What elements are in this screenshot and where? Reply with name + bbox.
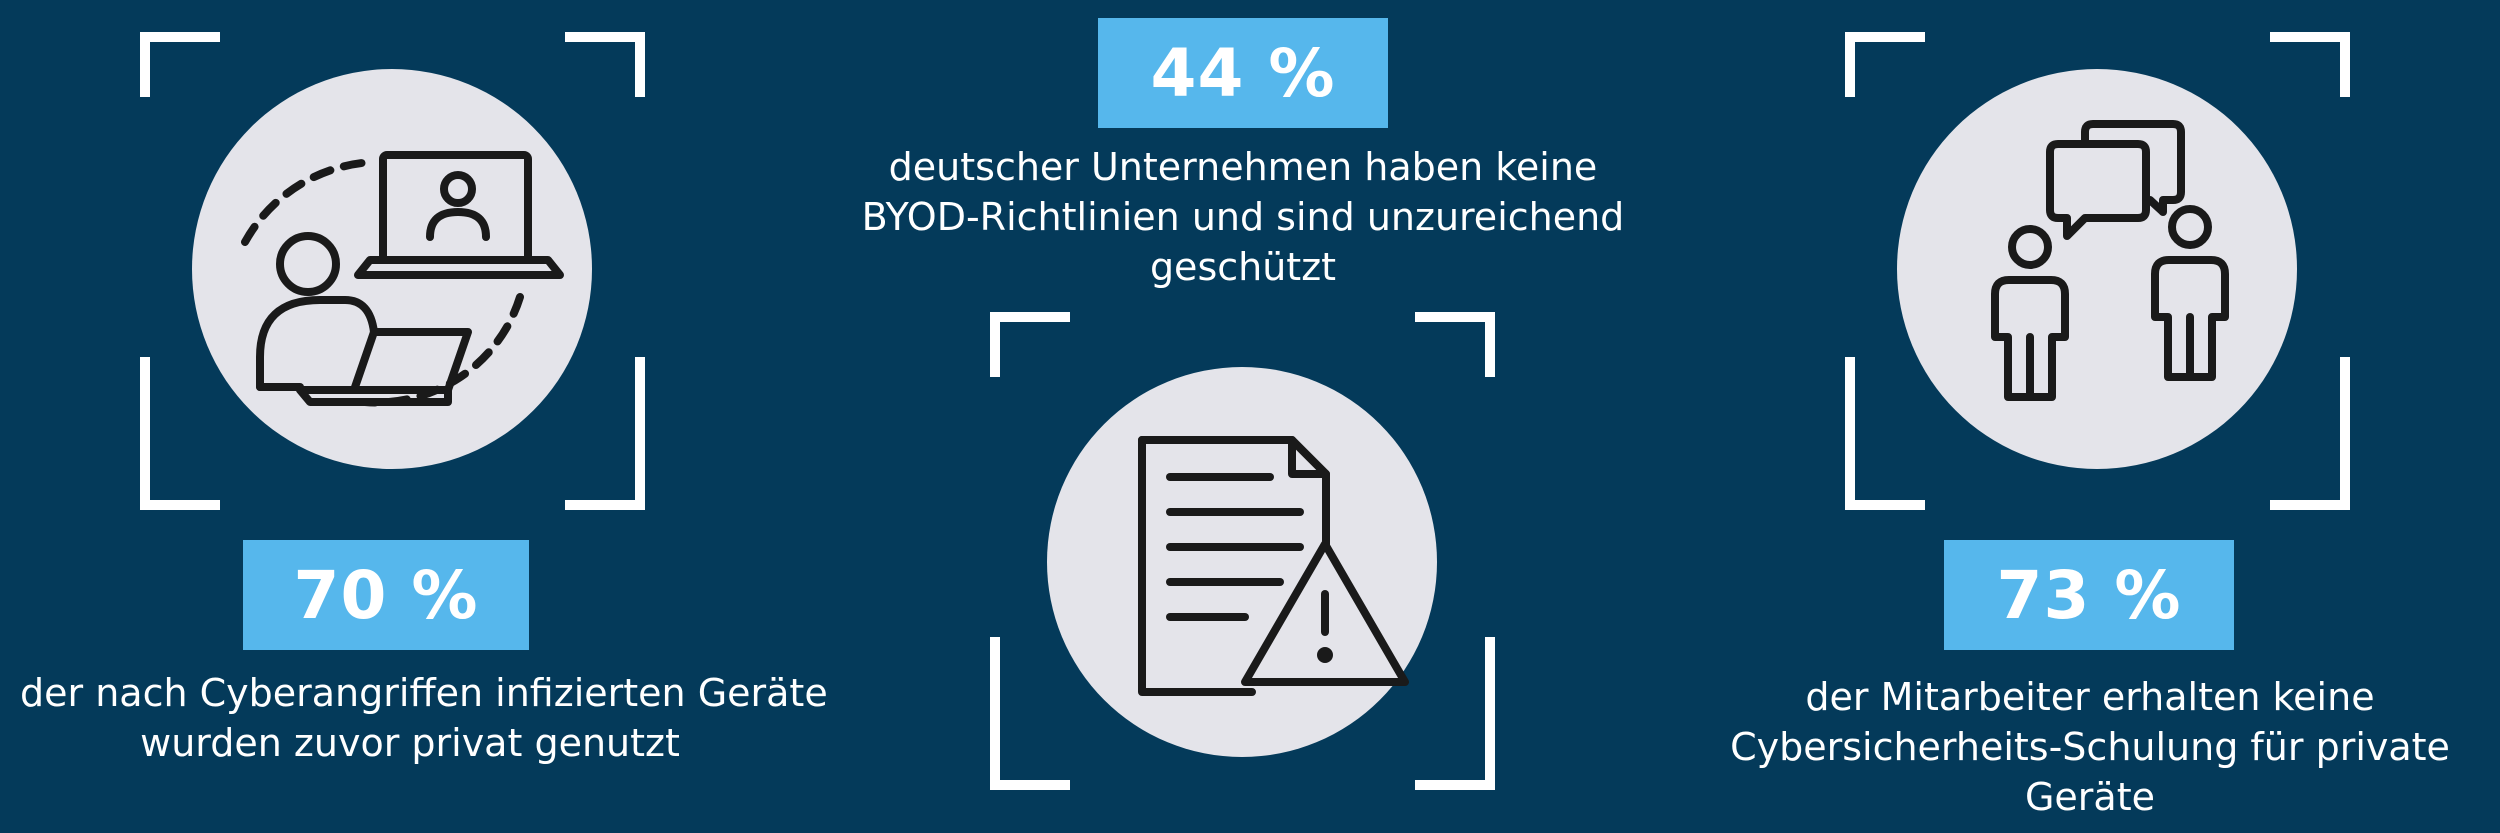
stat-badge-middle: 44 % bbox=[1098, 18, 1388, 128]
stat-value: 70 % bbox=[293, 556, 479, 634]
stat-badge-right: 73 % bbox=[1944, 540, 2234, 650]
stat-value: 73 % bbox=[1996, 556, 2182, 634]
caption-line: wurden zuvor privat genutzt bbox=[140, 721, 680, 765]
stat-value: 44 % bbox=[1150, 34, 1336, 112]
caption-line: Geräte bbox=[2024, 775, 2155, 819]
caption-line: deutscher Unternehmen haben keine bbox=[888, 145, 1598, 189]
caption-middle: deutscher Unternehmen haben keine BYOD-R… bbox=[843, 142, 1643, 292]
stat-badge-left: 70 % bbox=[243, 540, 529, 650]
panel-right-frame bbox=[1845, 32, 2350, 510]
caption-line: der Mitarbeiter erhalten keine bbox=[1805, 675, 2375, 719]
caption-line: Cybersicherheits-Schulung für private bbox=[1730, 725, 2450, 769]
remote-work-icon bbox=[241, 151, 564, 407]
document-warning-icon bbox=[1138, 436, 1409, 696]
caption-line: der nach Cyberangriffen infizierten Gerä… bbox=[20, 671, 828, 715]
caption-line: BYOD-Richtlinien und sind unzureichend bbox=[861, 195, 1625, 239]
panel-left-frame bbox=[140, 32, 645, 510]
caption-line: geschützt bbox=[1149, 245, 1337, 289]
caption-left: der nach Cyberangriffen infizierten Gerä… bbox=[20, 668, 828, 768]
panel-middle-frame bbox=[990, 312, 1495, 790]
caption-right: der Mitarbeiter erhalten keine Cybersich… bbox=[1700, 672, 2480, 822]
people-chat-icon bbox=[1991, 120, 2229, 401]
